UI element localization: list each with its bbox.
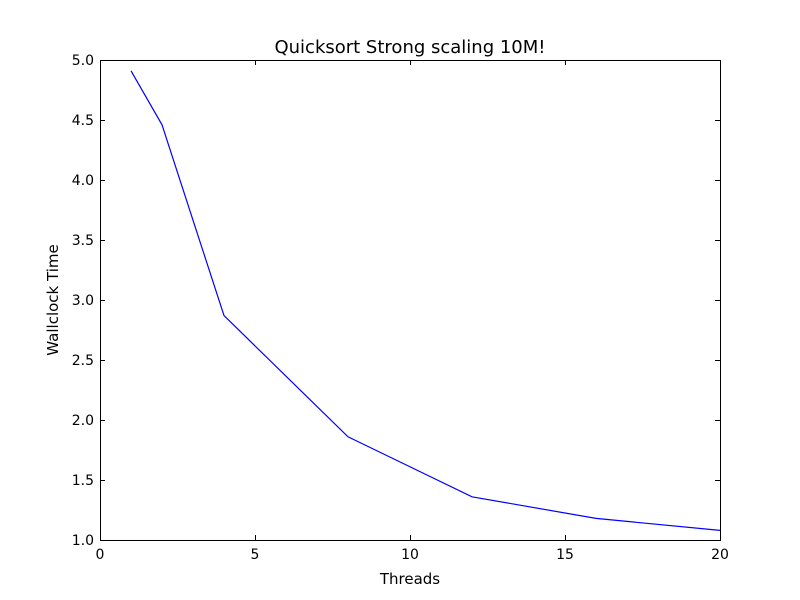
y-tick-label: 1.0 [72, 533, 94, 549]
y-tick-label: 4.5 [72, 113, 94, 129]
y-axis-ticks: 1.0 1.5 2.0 2.5 3.0 3.5 4.0 4.5 5.0 [72, 53, 720, 549]
chart-title: Quicksort Strong scaling 10M! [274, 37, 545, 58]
x-axis-label: Threads [379, 570, 440, 588]
y-tick-label: 3.0 [72, 293, 94, 309]
y-tick-label: 5.0 [72, 53, 94, 69]
x-axis-ticks: 0 5 10 15 20 [96, 60, 729, 563]
plot-frame [100, 60, 721, 541]
y-tick-label: 2.5 [72, 353, 94, 369]
x-tick-label: 20 [711, 547, 729, 563]
x-tick-label: 15 [556, 547, 574, 563]
series-line-quicksort [130, 70, 721, 531]
x-tick-label: 5 [251, 547, 260, 563]
y-tick-label: 4.0 [72, 173, 94, 189]
y-tick-label: 2.0 [72, 413, 94, 429]
series-layer [130, 70, 721, 531]
y-tick-label: 3.5 [72, 233, 94, 249]
x-tick-label: 0 [96, 547, 105, 563]
x-tick-label: 10 [401, 547, 419, 563]
y-axis-label: Wallclock Time [44, 244, 62, 355]
y-tick-label: 1.5 [72, 473, 94, 489]
